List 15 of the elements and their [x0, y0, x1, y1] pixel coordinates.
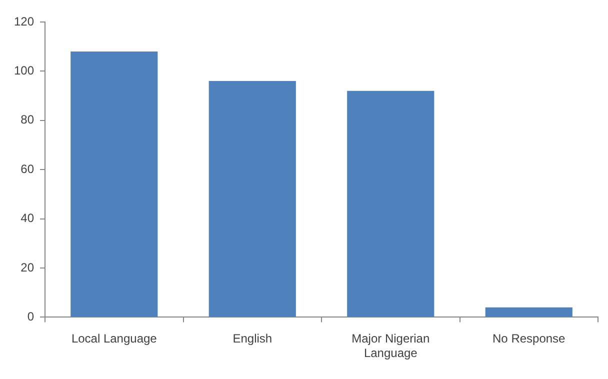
bar [208, 81, 296, 317]
x-tick-label: English [232, 332, 272, 346]
y-tick-label: 40 [20, 211, 34, 226]
y-tick-label: 120 [14, 14, 34, 28]
bar [485, 307, 572, 317]
y-tick-label: 100 [14, 64, 34, 78]
x-tick-label: No Response [492, 332, 566, 346]
y-tick-label: 60 [20, 162, 34, 176]
bar [70, 52, 158, 317]
x-tick-label: Local Language [71, 332, 158, 346]
bar [347, 90, 434, 317]
y-tick-label: 20 [20, 260, 34, 274]
y-tick-label: 80 [20, 112, 34, 127]
y-tick-label: 0 [27, 310, 34, 324]
x-tick-label: Major Nigerian Language [352, 332, 430, 360]
